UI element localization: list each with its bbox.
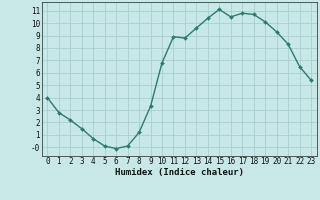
X-axis label: Humidex (Indice chaleur): Humidex (Indice chaleur) (115, 168, 244, 177)
